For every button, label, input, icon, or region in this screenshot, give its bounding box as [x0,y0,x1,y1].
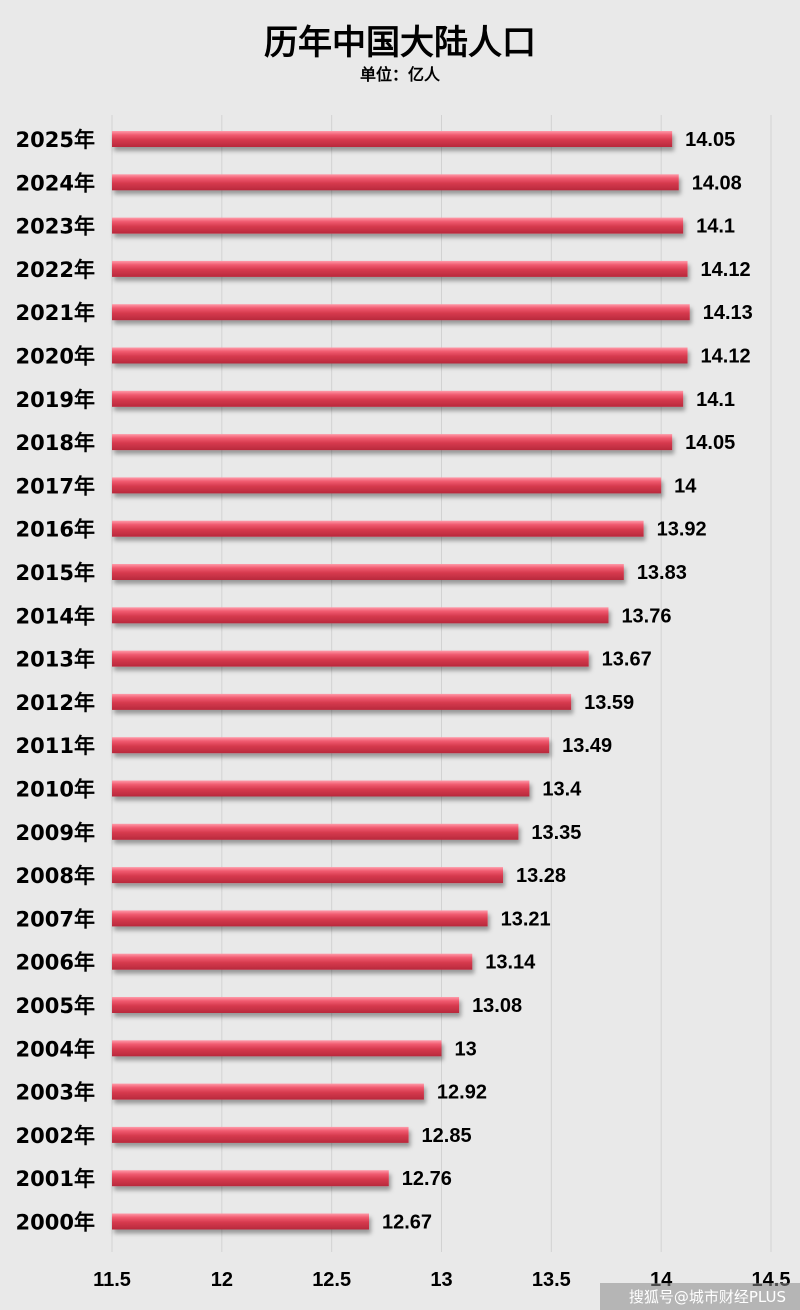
category-label-12: 2013年 [16,648,95,672]
category-label-1: 2024年 [16,171,95,195]
category-label-14: 2011年 [16,734,95,758]
category-label-15: 2010年 [16,778,95,802]
category-label-5: 2020年 [16,345,95,369]
value-label-7: 14.05 [685,432,735,454]
bar-7 [112,434,673,451]
bar-15 [112,780,530,797]
value-label-9: 13.92 [657,519,707,541]
value-label-2: 14.1 [696,216,735,238]
value-label-6: 14.1 [696,389,735,411]
category-label-17: 2008年 [16,864,95,888]
bar-12 [112,650,589,667]
category-label-13: 2012年 [16,691,95,715]
category-label-9: 2016年 [16,518,95,542]
bar-3 [112,260,688,277]
x-tick-label-1: 12 [211,1269,233,1291]
bar-16 [112,823,519,840]
chart-subtitle: 单位：亿人 [360,65,441,84]
bar-11 [112,607,609,624]
value-label-11: 13.76 [621,605,671,627]
category-label-2: 2023年 [16,215,95,239]
value-label-3: 14.12 [701,259,751,281]
category-label-19: 2006年 [16,951,95,975]
x-tick-label-3: 13 [430,1269,452,1291]
value-label-24: 12.76 [402,1168,452,1190]
value-label-8: 14 [674,475,697,497]
bar-17 [112,867,504,884]
bars [112,131,690,1230]
value-label-23: 12.85 [422,1125,472,1147]
value-label-16: 13.35 [531,822,581,844]
watermark: 搜狐号@城市财经PLUS [629,1288,786,1306]
bar-25 [112,1213,370,1230]
bar-10 [112,564,624,580]
value-label-13: 13.59 [584,692,634,714]
category-label-11: 2014年 [16,604,95,628]
value-label-17: 13.28 [516,865,566,887]
bar-8 [112,477,662,494]
value-label-19: 13.14 [485,952,536,974]
bar-20 [112,997,460,1013]
value-label-14: 13.49 [562,735,612,757]
bar-0 [112,131,673,147]
category-label-8: 2017年 [16,474,95,498]
category-label-23: 2002年 [16,1124,95,1148]
value-label-12: 13.67 [602,649,652,671]
category-label-21: 2004年 [16,1037,95,1061]
bar-5 [112,347,688,364]
bar-21 [112,1040,442,1057]
category-label-22: 2003年 [16,1081,95,1105]
value-label-20: 13.08 [472,995,522,1017]
category-label-20: 2005年 [16,994,95,1018]
bar-2 [112,217,684,234]
value-label-5: 14.12 [701,346,751,368]
category-label-7: 2018年 [16,431,95,455]
category-label-0: 2025年 [16,128,95,152]
category-label-16: 2009年 [16,821,95,845]
bar-18 [112,910,488,927]
bar-24 [112,1170,389,1187]
value-label-10: 13.83 [637,562,687,584]
bar-4 [112,304,690,321]
category-label-4: 2021年 [16,301,95,325]
bar-19 [112,953,473,970]
value-label-1: 14.08 [692,172,742,194]
category-label-10: 2015年 [16,561,95,585]
category-labels: 2025年 2024年 2023年 2022年 2021年 2020年 2019年 2018年… [16,128,95,1235]
category-label-6: 2019年 [16,388,95,412]
value-label-22: 12.92 [437,1082,487,1104]
bar-23 [112,1126,409,1143]
bar-14 [112,737,550,754]
bar-9 [112,520,644,537]
value-label-0: 14.05 [685,129,735,151]
bar-1 [112,174,679,191]
category-label-18: 2007年 [16,907,95,931]
category-label-24: 2001年 [16,1167,95,1191]
bar-6 [112,390,684,407]
value-label-4: 14.13 [703,302,753,324]
category-label-25: 2000年 [16,1211,95,1235]
x-tick-label-0: 11.5 [93,1269,131,1291]
bar-13 [112,693,572,710]
x-tick-label-2: 12.5 [312,1269,351,1291]
value-labels: 14.05 14.08 14.1 14.12 14.13 14.12 14.1 14.05 14… [382,129,753,1234]
chart-title: 历年中国大陆人口 [264,23,536,63]
watermark-background [600,1283,800,1310]
bar-22 [112,1083,424,1100]
x-tick-label-4: 13.5 [532,1269,571,1291]
value-label-21: 13 [455,1038,477,1060]
value-label-25: 12.67 [382,1212,432,1234]
value-label-18: 13.21 [501,908,551,930]
category-label-3: 2022年 [16,258,95,282]
value-label-15: 13.4 [542,779,582,801]
